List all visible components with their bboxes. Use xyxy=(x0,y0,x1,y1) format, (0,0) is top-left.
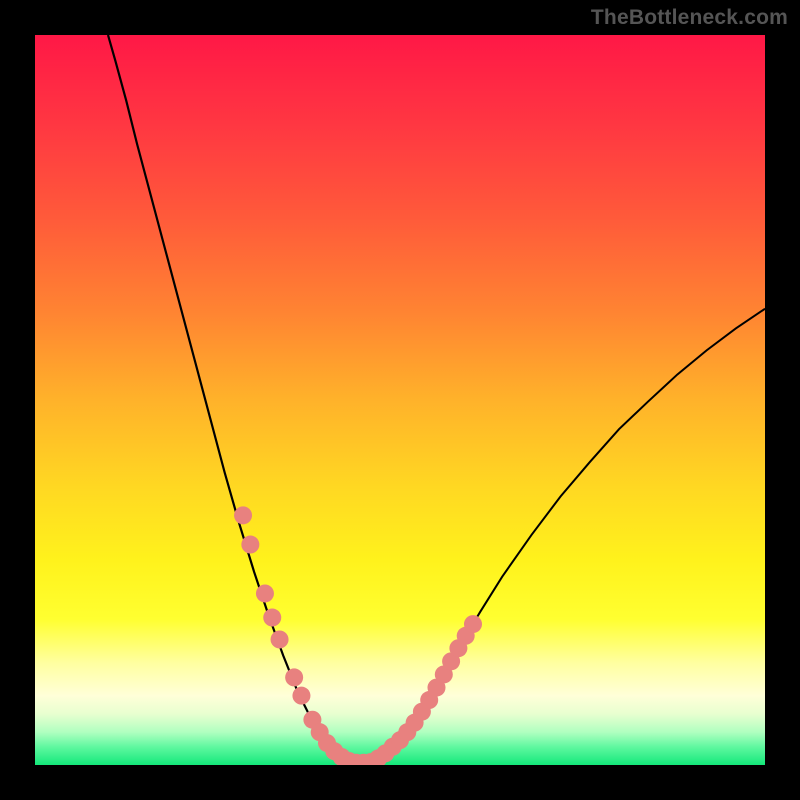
watermark-text: TheBottleneck.com xyxy=(591,6,788,30)
data-marker xyxy=(234,506,252,524)
data-marker xyxy=(256,584,274,602)
chart-svg xyxy=(35,35,765,765)
chart-frame: TheBottleneck.com xyxy=(0,0,800,800)
data-marker xyxy=(464,615,482,633)
data-marker xyxy=(263,609,281,627)
data-marker xyxy=(292,687,310,705)
data-marker xyxy=(271,630,289,648)
data-marker xyxy=(285,668,303,686)
plot-area xyxy=(35,35,765,765)
data-marker xyxy=(241,536,259,554)
gradient-background xyxy=(35,35,765,765)
